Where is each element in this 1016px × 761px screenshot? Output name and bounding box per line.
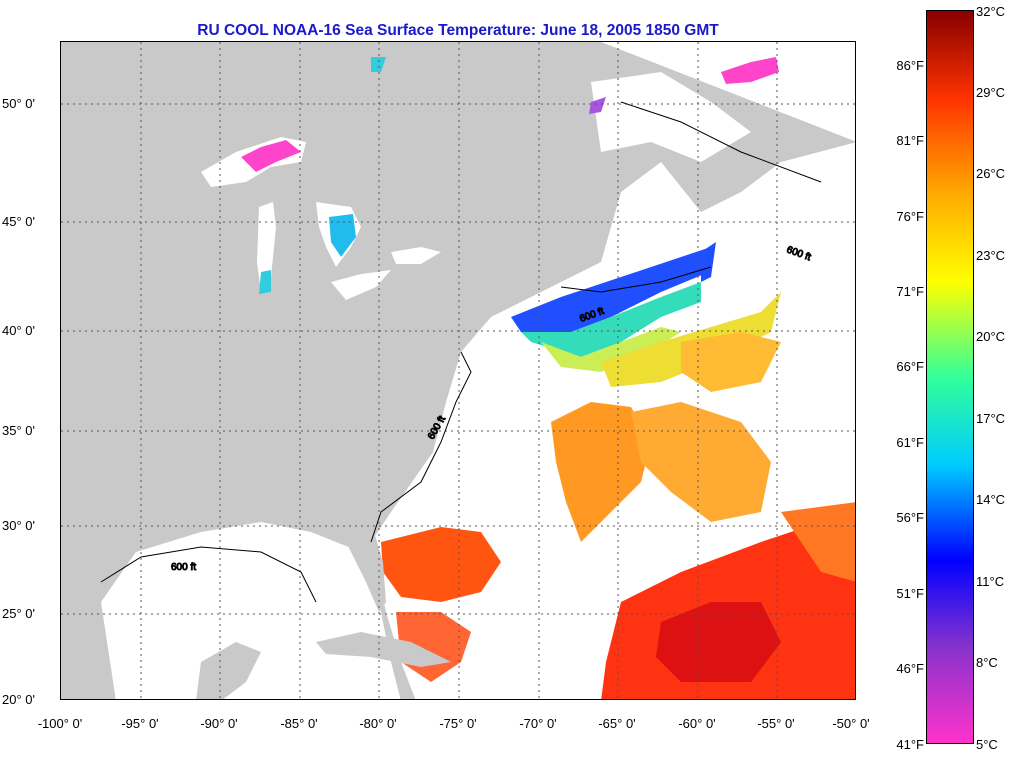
colorbar-celsius-label: 20°C bbox=[976, 329, 1006, 344]
colorbar-celsius-label: 14°C bbox=[976, 492, 1006, 507]
lat-label: 30° 0' bbox=[2, 518, 35, 533]
lon-label: -90° 0' bbox=[200, 716, 238, 731]
colorbar-fahrenheit-label: 41°F bbox=[896, 737, 924, 752]
caribbean-land bbox=[196, 507, 451, 699]
lon-label: -85° 0' bbox=[280, 716, 318, 731]
graticule bbox=[61, 42, 855, 699]
sst-map[interactable]: 600 ft 600 ft 600 ft 600 ft bbox=[60, 41, 856, 700]
lat-label: 45° 0' bbox=[2, 214, 35, 229]
map-canvas: 600 ft 600 ft 600 ft 600 ft bbox=[61, 42, 855, 699]
lat-label: 40° 0' bbox=[2, 323, 35, 338]
colorbar-celsius-label: 29°C bbox=[976, 85, 1006, 100]
colorbar-fahrenheit-label: 56°F bbox=[896, 510, 924, 525]
colorbar-celsius-label: 26°C bbox=[976, 166, 1006, 181]
lon-label: -50° 0' bbox=[832, 716, 870, 731]
colorbar-celsius-label: 5°C bbox=[976, 737, 998, 752]
lat-label: 35° 0' bbox=[2, 423, 35, 438]
sst-warm-south bbox=[381, 502, 855, 699]
map-title: RU COOL NOAA-16 Sea Surface Temperature:… bbox=[197, 22, 719, 39]
colorbar-fahrenheit-label: 71°F bbox=[896, 284, 924, 299]
colorbar-fahrenheit-label: 76°F bbox=[896, 209, 924, 224]
colorbar-celsius-label: 11°C bbox=[976, 574, 1005, 589]
sst-mid-ocean bbox=[551, 332, 781, 542]
colorbar-fahrenheit-label: 86°F bbox=[896, 58, 924, 73]
great-lakes bbox=[201, 137, 441, 300]
lon-label: -95° 0' bbox=[121, 716, 159, 731]
lon-label: -65° 0' bbox=[598, 716, 636, 731]
colorbar-celsius-label: 8°C bbox=[976, 655, 998, 670]
colorbar-celsius-label: 32°C bbox=[976, 4, 1006, 19]
isobath-label: 600 ft bbox=[171, 562, 196, 573]
colorbar-fahrenheit-label: 51°F bbox=[896, 586, 924, 601]
sst-cold-patches bbox=[371, 57, 779, 114]
temperature-colorbar bbox=[926, 10, 974, 744]
lon-label: -75° 0' bbox=[439, 716, 477, 731]
colorbar-fahrenheit-label: 66°F bbox=[896, 359, 924, 374]
colorbar-celsius-label: 23°C bbox=[976, 248, 1006, 263]
lat-label: 25° 0' bbox=[2, 606, 35, 621]
colorbar-fahrenheit-label: 46°F bbox=[896, 661, 924, 676]
lon-label: -60° 0' bbox=[678, 716, 716, 731]
sst-cold-band bbox=[511, 242, 781, 387]
lon-label: -100° 0' bbox=[37, 716, 83, 731]
lon-label: -55° 0' bbox=[757, 716, 795, 731]
colorbar-celsius-label: 17°C bbox=[976, 411, 1006, 426]
colorbar-fahrenheit-label: 81°F bbox=[896, 133, 924, 148]
colorbar-fahrenheit-label: 61°F bbox=[896, 435, 924, 450]
lon-label: -80° 0' bbox=[359, 716, 397, 731]
lat-label: 50° 0' bbox=[2, 96, 35, 111]
lat-label: 20° 0' bbox=[2, 692, 35, 707]
lon-label: -70° 0' bbox=[519, 716, 557, 731]
